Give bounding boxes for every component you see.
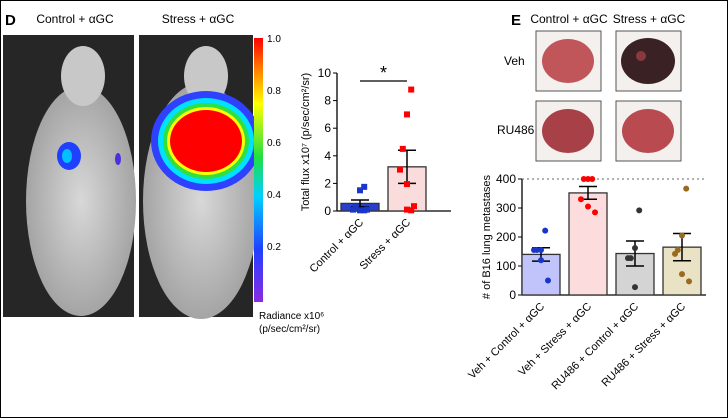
- significance-marker: *: [380, 63, 387, 83]
- panel-e-letter: E: [511, 12, 521, 29]
- data-point: [589, 176, 596, 182]
- data-point: [350, 206, 356, 213]
- x-tick-label: Veh + Control + αGC: [466, 301, 547, 382]
- data-point: [686, 278, 692, 285]
- column-label-stress: Stress + αGC: [613, 12, 686, 26]
- data-point: [361, 207, 368, 214]
- data-point: [636, 207, 643, 214]
- y-tick-label: 0: [324, 204, 331, 218]
- data-point: [585, 176, 591, 182]
- y-tick-label: 10: [318, 66, 332, 80]
- y-tick-label: 8: [324, 94, 331, 108]
- data-point: [397, 166, 403, 173]
- data-point: [679, 232, 685, 239]
- data-point: [408, 207, 415, 214]
- data-point: [538, 257, 544, 264]
- panel-d-letter: D: [5, 12, 16, 29]
- mouse-image-control: [3, 35, 136, 317]
- data-point: [411, 203, 417, 210]
- y-axis-label: Total flux x10⁷ (p/sec/cm²/sr): [300, 73, 312, 211]
- image-label-control: Control + αGC: [36, 12, 114, 26]
- data-point: [580, 176, 587, 182]
- data-point: [679, 271, 685, 278]
- colorbar-tick: 0.6: [267, 138, 281, 149]
- y-tick-label: 6: [324, 121, 331, 135]
- x-tick-label: RU486 + Control + αGC: [549, 301, 641, 393]
- lung-photo-ru486-stress: [615, 100, 682, 162]
- data-point: [538, 247, 544, 254]
- data-point: [672, 250, 678, 257]
- data-point: [625, 255, 631, 262]
- y-tick-label: 300: [496, 201, 516, 215]
- colorbar-tick: 1.0: [267, 34, 281, 45]
- y-tick-label: 0: [509, 288, 516, 302]
- chart-lung-metastases: 0 100 200 300 400# of B16 lung metastases Veh…: [466, 172, 706, 392]
- row-label-veh: Veh: [504, 54, 525, 68]
- data-point: [404, 206, 410, 213]
- colorbar-tick: 0.2: [267, 242, 281, 253]
- x-tick-label: Control + αGC: [308, 217, 367, 276]
- data-point: [404, 181, 410, 188]
- column-label-control: Control + αGC: [530, 12, 608, 26]
- data-point: [585, 203, 591, 210]
- data-point: [578, 196, 584, 203]
- data-point: [632, 245, 638, 252]
- data-point: [592, 209, 598, 216]
- data-point: [408, 86, 415, 93]
- y-tick-label: 2: [324, 176, 331, 190]
- bar: [568, 192, 608, 296]
- data-point: [399, 145, 406, 152]
- row-label-ru486: RU486: [497, 123, 535, 137]
- colorbar-tick: 0.4: [267, 190, 281, 201]
- chart-total-flux: 0 2 4 6 8 10 Total flux x10⁷ (p/sec/cm²/sr) Con…: [300, 63, 451, 275]
- y-tick-label: 200: [496, 230, 516, 244]
- data-point: [357, 207, 363, 214]
- y-axis-label: # of B16 lung metastases: [481, 174, 493, 299]
- lung-photo-veh-control: [535, 30, 602, 92]
- colorbar-label-1: Radiance x10⁶: [259, 311, 324, 322]
- colorbar-tick: 0.8: [267, 86, 281, 97]
- data-point: [632, 284, 638, 291]
- lung-photo-veh-stress: [615, 30, 682, 92]
- image-label-stress: Stress + αGC: [162, 12, 235, 26]
- lung-photo-ru486-control: [535, 100, 602, 162]
- data-point: [542, 227, 549, 234]
- data-point: [404, 111, 410, 118]
- x-tick-label: RU486 + Stress + αGC: [599, 301, 688, 390]
- data-point: [357, 187, 363, 194]
- data-point: [361, 183, 368, 190]
- y-tick-label: 400: [496, 172, 516, 186]
- data-point: [531, 247, 537, 254]
- data-point: [545, 277, 551, 284]
- y-tick-label: 4: [324, 149, 331, 163]
- colorbar-label-2: (p/sec/cm²/sr): [259, 324, 320, 335]
- data-point: [683, 185, 690, 192]
- y-tick-label: 100: [496, 259, 516, 273]
- mouse-image-stress: [139, 35, 261, 319]
- colorbar: [254, 38, 263, 302]
